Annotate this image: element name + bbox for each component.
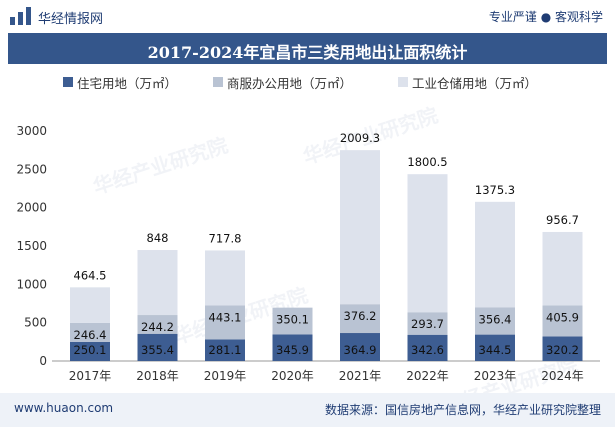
data-label-commercial: 293.7 — [411, 317, 444, 331]
data-label-industrial: 956.7 — [546, 213, 579, 227]
logo-icon — [10, 7, 31, 25]
x-tick-label: 2022年 — [406, 369, 449, 383]
y-tick-label: 3000 — [16, 124, 47, 138]
y-tick-label: 2000 — [16, 201, 47, 215]
brand-name: 华经情报网 — [38, 12, 104, 27]
data-label-industrial: 848 — [147, 231, 169, 245]
bar-segment-commercial — [70, 322, 110, 342]
data-label-industrial: 464.5 — [74, 268, 107, 282]
bar-segment-commercial — [407, 312, 448, 335]
x-tick-label: 2019年 — [204, 369, 247, 383]
bar-segment-residential — [340, 333, 380, 361]
bar-segment-commercial — [475, 307, 515, 335]
data-label-residential: 342.6 — [411, 343, 444, 357]
data-label-commercial: 246.4 — [74, 328, 107, 342]
bar-segment-residential — [70, 341, 110, 361]
bar-segment-residential — [542, 336, 583, 361]
data-label-residential: 344.5 — [479, 343, 512, 357]
bar-segment-commercial — [205, 305, 245, 340]
footer-source: 数据来源：国信房地产信息网，华经产业研究院整理 — [324, 403, 601, 417]
data-label-residential: 345.9 — [276, 343, 309, 357]
bar-segment-commercial — [137, 315, 178, 334]
footer-url: www.huaon.com — [14, 401, 114, 415]
y-tick-label: 2500 — [16, 162, 47, 176]
x-tick-label: 2020年 — [271, 369, 314, 383]
data-label-residential: 320.2 — [546, 343, 579, 357]
legend-label-commercial: 商服办公用地（万㎡） — [227, 76, 353, 91]
legend-swatch-residential — [63, 77, 73, 87]
y-tick-label: 0 — [39, 354, 47, 368]
data-label-commercial: 376.2 — [344, 309, 377, 323]
x-tick-label: 2023年 — [474, 369, 517, 383]
data-label-residential: 281.1 — [209, 343, 242, 357]
x-tick-label: 2021年 — [339, 369, 382, 383]
slogan: 专业严谨 ● 客观科学 — [488, 10, 603, 24]
bar-segment-industrial — [137, 250, 178, 316]
data-label-commercial: 443.1 — [209, 310, 242, 324]
legend-swatch-commercial — [213, 77, 223, 87]
bar-segment-commercial — [542, 305, 583, 337]
top-bar: 华经情报网 专业严谨 ● 客观科学 — [0, 0, 615, 32]
chart-title: 2017-2024年宜昌市三类用地出让面积统计 — [147, 43, 468, 62]
data-label-commercial: 356.4 — [479, 312, 512, 326]
data-label-industrial: 717.8 — [209, 231, 242, 245]
x-tick-label: 2017年 — [69, 369, 112, 383]
bar-segment-residential — [475, 334, 515, 361]
data-label-industrial: 1800.5 — [407, 155, 447, 169]
data-label-residential: 364.9 — [344, 343, 377, 357]
data-label-commercial: 350.1 — [276, 313, 309, 327]
bar-segment-commercial — [272, 307, 313, 335]
y-tick-label: 1500 — [16, 239, 47, 253]
title-band: 2017-2024年宜昌市三类用地出让面积统计 — [8, 33, 607, 64]
data-label-residential: 250.1 — [74, 343, 107, 357]
data-label-commercial: 244.2 — [141, 320, 174, 334]
data-label-industrial: 1375.3 — [475, 183, 515, 197]
bar-segment-industrial — [205, 250, 245, 306]
bar-segment-commercial — [340, 304, 380, 334]
bar-segment-residential — [272, 334, 313, 361]
data-label-industrial: 2009.3 — [340, 131, 380, 145]
legend: 住宅用地（万㎡） 商服办公用地（万㎡） 工业仓储用地（万㎡） — [0, 72, 615, 92]
footer-bar: www.huaon.com 数据来源：国信房地产信息网，华经产业研究院整理 — [0, 393, 615, 427]
bar-segment-residential — [137, 333, 178, 361]
bar-segment-industrial — [542, 231, 583, 306]
data-label-commercial: 405.9 — [546, 310, 579, 324]
bar-segment-industrial — [340, 150, 380, 305]
y-tick-label: 500 — [24, 316, 47, 330]
bar-segment-industrial — [475, 201, 515, 308]
x-tick-label: 2024年 — [541, 369, 584, 383]
bar-segment-industrial — [70, 287, 110, 323]
bar-segment-residential — [407, 334, 448, 361]
legend-label-industrial: 工业仓储用地（万㎡） — [412, 76, 538, 91]
legend-swatch-industrial — [398, 77, 408, 87]
y-tick-label: 1000 — [16, 277, 47, 291]
bar-segment-industrial — [407, 174, 448, 313]
legend-label-residential: 住宅用地（万㎡） — [77, 76, 178, 91]
data-label-residential: 355.4 — [141, 343, 174, 357]
x-tick-label: 2018年 — [136, 369, 179, 383]
bar-segment-residential — [205, 339, 245, 361]
